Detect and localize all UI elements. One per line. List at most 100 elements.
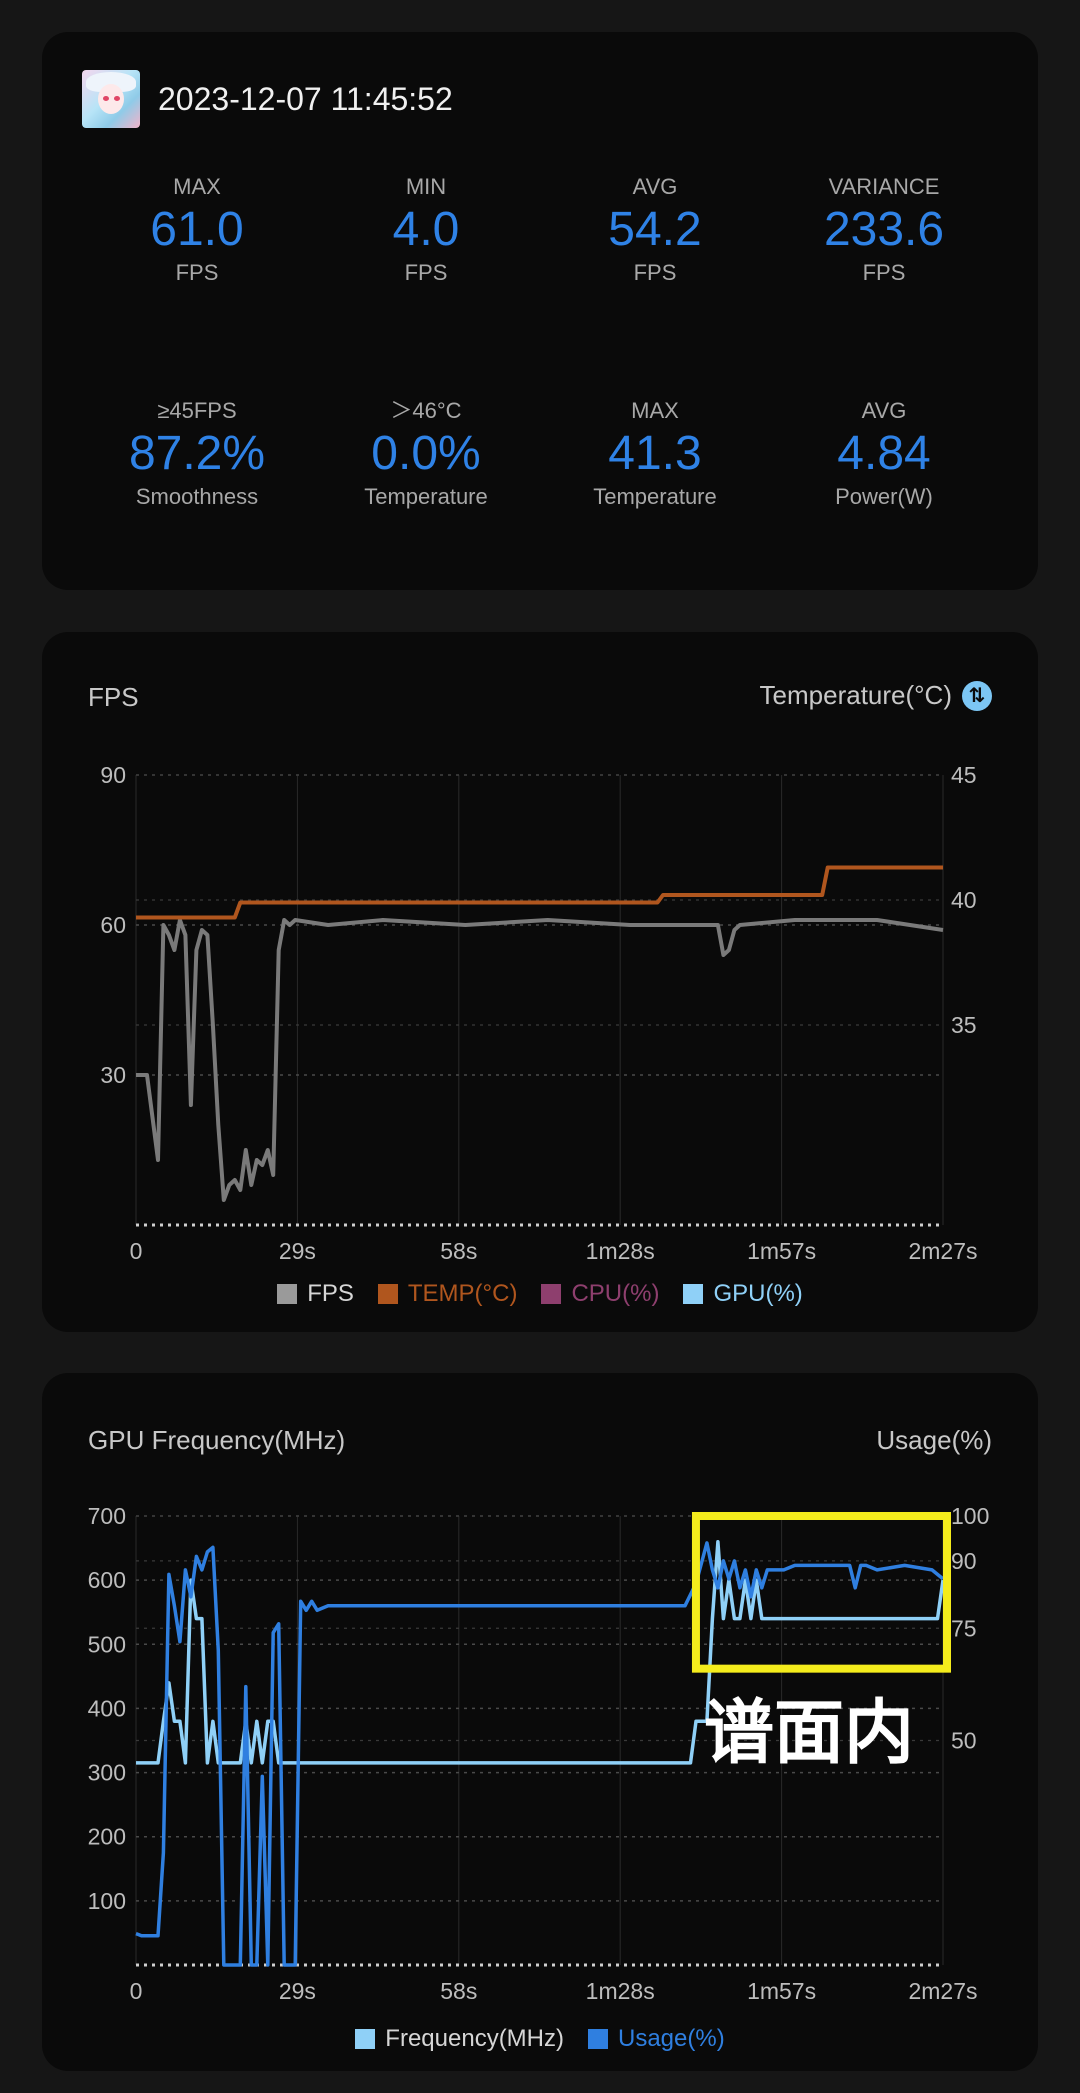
gpu-frequency-chart-card: GPU Frequency(MHz) Usage(%) 0 29s 58s 1m28s… [42, 1373, 1038, 2071]
y-left-tick-label: 200 [88, 1824, 126, 1850]
stat-4: ≥45FPS 87.2% Smoothness [83, 396, 311, 512]
stat-label: AVG [632, 174, 678, 199]
y-right-tick-label: 50 [951, 1728, 977, 1754]
stat-6: MAX 41.3 Temperature [541, 396, 769, 512]
stat-3: VARIANCE 233.6 FPS [770, 172, 998, 288]
x-tick-label: 0 [130, 1978, 143, 2004]
fps-chart: 0 29s 58s 1m28s 1m57s 2m27s 30 60 90 35 40 45 [100, 762, 977, 1264]
summary-card: 2023-12-07 11:45:52 MAX 61.0 FPS MIN 4.0 FPS A… [42, 32, 1038, 590]
fps-temperature-chart-card: FPS Temperature(°C) ⇅ 0 29s 58s 1m28s 1m57s 2… [42, 632, 1038, 1332]
fps-chart-legend: FPS TEMP(°C) CPU(%) GPU(%) [42, 1280, 1038, 1308]
legend-item-2[interactable]: CPU(%) [541, 1280, 659, 1308]
y-left-tick-label: 600 [88, 1567, 126, 1593]
series-line-0 [136, 918, 944, 1202]
legend-item-0[interactable]: Frequency(MHz) [355, 2025, 564, 2053]
x-tick-label: 29s [279, 1238, 316, 1264]
stat-label: MAX [173, 174, 221, 199]
series-line-1 [135, 1541, 945, 1967]
x-tick-label: 58s [440, 1978, 477, 2004]
series-line-0 [136, 1539, 945, 1765]
y-left-tick-label: 60 [100, 912, 126, 938]
stat-value: 54.2 [608, 203, 702, 256]
stat-unit: Temperature [364, 484, 488, 509]
legend-swatch [683, 1284, 704, 1304]
legend-label: CPU(%) [571, 1280, 660, 1307]
stat-label: MAX [631, 398, 679, 423]
legend-label: Frequency(MHz) [385, 2025, 564, 2052]
stat-value: 0.0% [371, 427, 481, 480]
stat-unit: Smoothness [135, 484, 259, 509]
x-tick-label: 29s [279, 1978, 316, 2004]
legend-label: GPU(%) [713, 1280, 803, 1307]
stat-value: 87.2% [128, 427, 266, 480]
stat-label: ≥45FPS [157, 398, 237, 423]
gpu-chart-right-title-label: Usage(%) [876, 1425, 992, 1455]
stat-label: VARIANCE [828, 174, 940, 199]
stat-unit: FPS [633, 260, 677, 285]
legend-swatch [377, 1284, 398, 1304]
annotation-label: 谱面内 [704, 1694, 914, 1772]
stat-1: MIN 4.0 FPS [312, 172, 540, 288]
legend-swatch [277, 1284, 298, 1304]
x-tick-label: 1m28s [586, 1238, 655, 1264]
gpu-chart-right-title: Usage(%) [876, 1425, 992, 1456]
y-left-tick-label: 400 [88, 1695, 126, 1721]
y-left-tick-label: 500 [88, 1631, 126, 1657]
legend-swatch [541, 1284, 562, 1304]
y-right-tick-label: 100 [951, 1503, 989, 1529]
stat-value: 233.6 [823, 203, 945, 256]
legend-swatch [355, 2029, 376, 2049]
highlight-box [691, 1512, 951, 1673]
legend-item-0[interactable]: FPS [277, 1280, 354, 1308]
stat-value: 41.3 [608, 427, 702, 480]
x-tick-label: 58s [440, 1238, 477, 1264]
gpu-chart-legend: Frequency(MHz) Usage(%) [42, 2025, 1038, 2053]
session-timestamp: 2023-12-07 11:45:52 [158, 80, 453, 117]
x-tick-label: 1m57s [747, 1978, 816, 2004]
stat-label: AVG [861, 398, 907, 423]
y-right-tick-label: 45 [951, 762, 977, 788]
fps-chart-right-title: Temperature(°C) [759, 680, 952, 710]
y-left-tick-label: 100 [88, 1888, 126, 1914]
y-right-tick-label: 75 [951, 1615, 977, 1641]
stat-unit: FPS [862, 260, 906, 285]
y-left-tick-label: 300 [88, 1760, 126, 1786]
stat-0: MAX 61.0 FPS [83, 172, 311, 288]
legend-item-1[interactable]: TEMP(°C) [377, 1280, 518, 1308]
legend-swatch [588, 2029, 608, 2049]
legend-item-1[interactable]: Usage(%) [588, 2025, 725, 2053]
fps-chart-title: FPS [88, 682, 139, 712]
stat-value: 61.0 [150, 203, 244, 256]
stat-unit: FPS [175, 260, 219, 285]
y-left-tick-label: 700 [88, 1503, 126, 1529]
y-left-tick-label: 30 [100, 1062, 126, 1088]
fps-chart-right-axis-selector[interactable]: Temperature(°C) ⇅ [760, 680, 992, 711]
x-tick-label: 2m27s [908, 1978, 977, 2004]
series-line-1 [136, 865, 943, 920]
stat-7: AVG 4.84 Power(W) [770, 396, 998, 512]
x-tick-label: 2m27s [908, 1238, 977, 1264]
stat-5: ＞46°C 0.0% Temperature [312, 396, 540, 512]
stat-label: ＞46°C [390, 398, 462, 423]
legend-label: Usage(%) [618, 2025, 725, 2052]
x-tick-label: 1m28s [586, 1978, 655, 2004]
app-avatar[interactable] [82, 70, 140, 128]
legend-item-3[interactable]: GPU(%) [683, 1280, 803, 1308]
legend-label: TEMP(°C) [407, 1280, 518, 1307]
y-right-tick-label: 40 [951, 887, 977, 913]
stat-unit: Power(W) [835, 484, 933, 509]
stat-2: AVG 54.2 FPS [541, 172, 769, 288]
y-right-tick-label: 90 [951, 1548, 977, 1574]
gpu-chart: 0 29s 58s 1m28s 1m57s 2m27s 100 200 300 400 500 600… [88, 1503, 990, 2004]
stat-unit: FPS [404, 260, 448, 285]
y-right-tick-label: 35 [951, 1012, 977, 1038]
stat-unit: Temperature [593, 484, 717, 509]
session-header: 2023-12-07 11:45:52 [82, 70, 453, 128]
stat-label: MIN [405, 174, 447, 199]
gpu-chart-title: GPU Frequency(MHz) [88, 1425, 346, 1455]
stat-value: 4.0 [392, 203, 460, 256]
y-left-tick-label: 90 [100, 762, 126, 788]
x-tick-label: 0 [130, 1238, 143, 1264]
swap-vertical-icon[interactable]: ⇅ [962, 680, 992, 711]
x-tick-label: 1m57s [747, 1238, 816, 1264]
